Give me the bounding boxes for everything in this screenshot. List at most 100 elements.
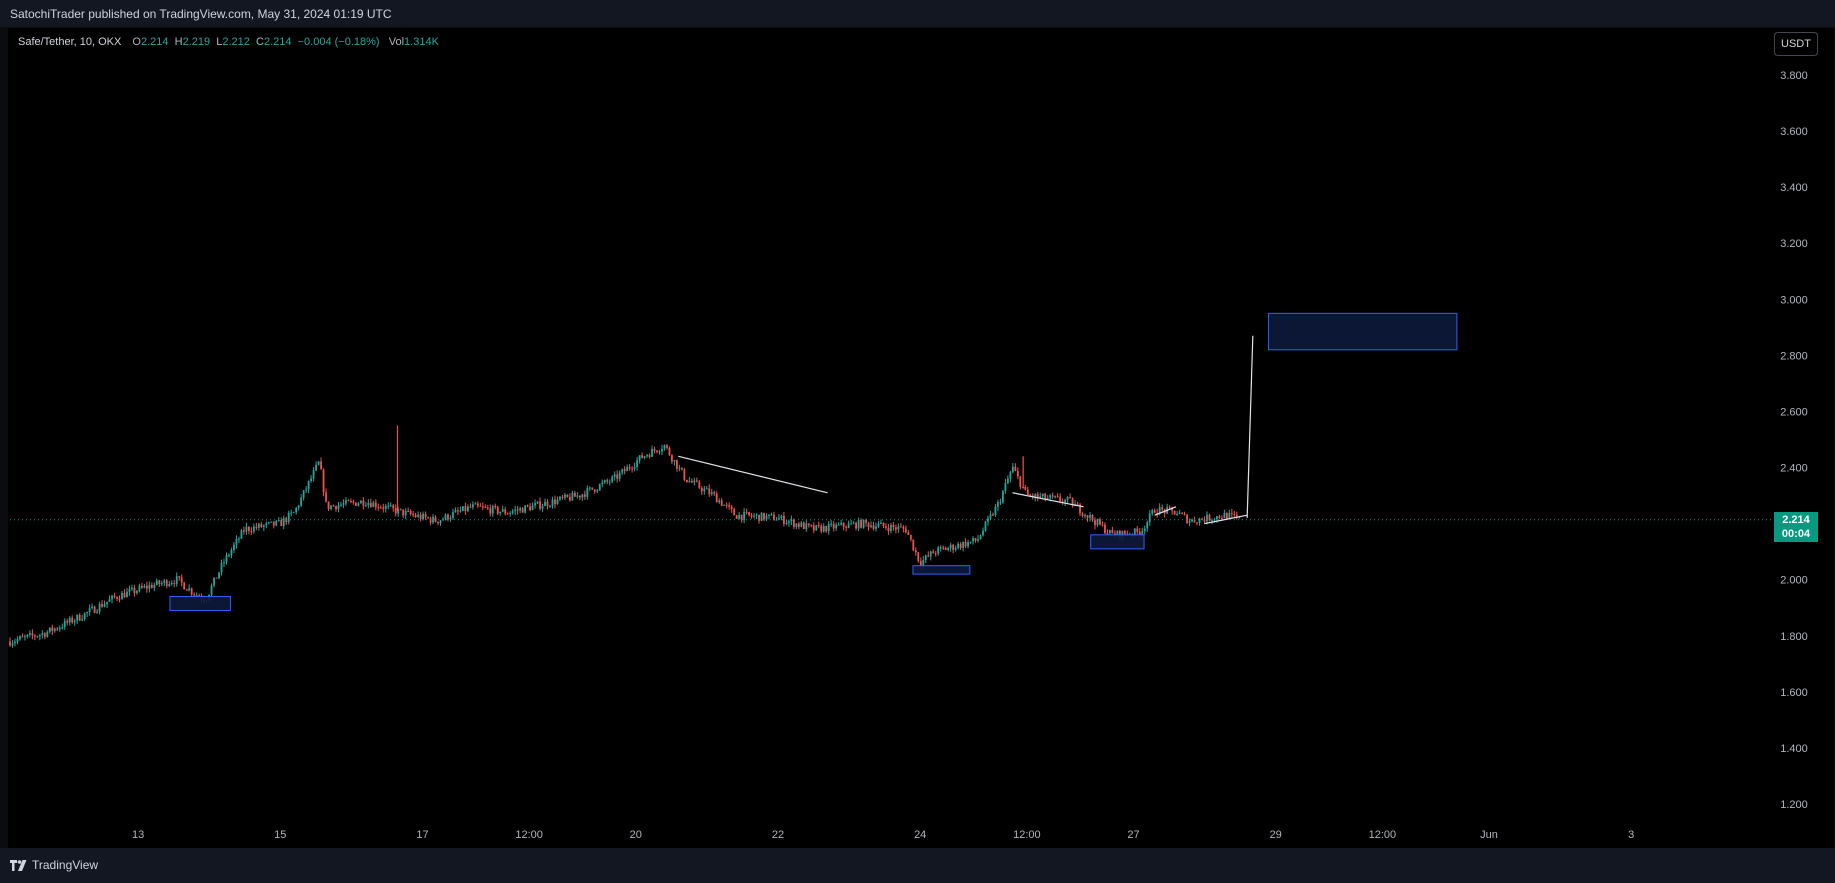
x-tick-label: 22 bbox=[772, 829, 784, 841]
candle-body bbox=[68, 617, 71, 623]
candle-body bbox=[1089, 514, 1091, 518]
candle-body bbox=[720, 500, 723, 506]
candle-body bbox=[265, 523, 268, 526]
candle-body bbox=[952, 544, 955, 550]
candle-body bbox=[310, 478, 313, 481]
candle-body bbox=[581, 494, 584, 498]
candle-body bbox=[939, 547, 942, 549]
candle-body bbox=[56, 628, 59, 630]
candle-body bbox=[583, 494, 586, 497]
trend-line bbox=[678, 455, 828, 494]
candle-body bbox=[394, 508, 397, 514]
tradingview-brand[interactable]: TradingView bbox=[10, 858, 98, 872]
candle-body bbox=[51, 627, 54, 632]
candle-body bbox=[957, 543, 960, 549]
zone-box bbox=[169, 596, 231, 612]
candle-body bbox=[578, 495, 581, 498]
candle-body bbox=[830, 523, 833, 525]
candle-body bbox=[489, 508, 492, 514]
candle-body bbox=[103, 604, 106, 607]
candle-body bbox=[800, 522, 803, 527]
candle-body bbox=[554, 499, 556, 505]
candle-body bbox=[539, 501, 541, 509]
candle-body bbox=[932, 551, 935, 554]
candle-body bbox=[770, 514, 773, 516]
candle-body bbox=[407, 510, 410, 512]
legend-low-value: 2.212 bbox=[222, 36, 250, 48]
x-tick-label: 15 bbox=[274, 829, 286, 841]
candle-body bbox=[880, 522, 882, 524]
candle-body bbox=[491, 506, 494, 514]
candle-body bbox=[1004, 483, 1007, 492]
candle-body bbox=[267, 522, 270, 524]
candle-body bbox=[899, 526, 902, 528]
candle-body bbox=[357, 503, 360, 506]
candle-body bbox=[613, 474, 616, 477]
candle-body bbox=[1036, 494, 1039, 498]
candle-body bbox=[651, 448, 653, 457]
candle-body bbox=[305, 489, 308, 491]
legend-high-value: 2.219 bbox=[182, 36, 211, 48]
candle-body bbox=[596, 490, 599, 492]
candle-body bbox=[170, 583, 173, 585]
candle-body bbox=[479, 505, 482, 507]
legend-high-label: H bbox=[174, 36, 183, 48]
candle-body bbox=[116, 597, 118, 599]
candle-body bbox=[1153, 510, 1156, 513]
candle-body bbox=[78, 614, 81, 621]
candle-body bbox=[352, 501, 355, 503]
candle-body bbox=[1138, 531, 1141, 536]
y-tick-label: 3.200 bbox=[1780, 238, 1808, 250]
candle-body bbox=[397, 508, 400, 514]
candle-body bbox=[1141, 531, 1144, 536]
candle-body bbox=[646, 455, 648, 457]
candle-body bbox=[573, 492, 576, 497]
candle-body bbox=[282, 518, 285, 526]
candle-body bbox=[133, 587, 136, 594]
candle-body bbox=[257, 523, 260, 528]
publisher-text: SatochiTrader published on TradingView.c… bbox=[10, 7, 392, 21]
candle-body bbox=[561, 496, 564, 498]
candle-body bbox=[1225, 512, 1228, 519]
candle-body bbox=[1094, 520, 1096, 526]
candle-body bbox=[427, 517, 429, 519]
candle-body bbox=[1034, 494, 1037, 498]
chart-area[interactable] bbox=[8, 28, 1834, 848]
candle-body bbox=[902, 526, 905, 529]
candle-body bbox=[929, 551, 932, 557]
legend-low-label: L bbox=[216, 36, 223, 48]
candle-body bbox=[160, 582, 163, 585]
candle-body bbox=[603, 480, 606, 483]
brand-name: TradingView bbox=[32, 858, 99, 872]
candle-body bbox=[820, 525, 823, 532]
candle-body bbox=[1019, 476, 1022, 488]
candle-body bbox=[131, 587, 133, 590]
candle-body bbox=[763, 512, 765, 520]
candle-body bbox=[663, 445, 666, 449]
candle-body bbox=[638, 455, 641, 461]
candle-body bbox=[710, 492, 713, 495]
candle-body bbox=[549, 505, 551, 507]
candle-body bbox=[1014, 466, 1017, 471]
candle-body bbox=[783, 515, 785, 524]
candle-body bbox=[534, 503, 536, 506]
candle-body bbox=[698, 481, 701, 488]
candle-body bbox=[106, 601, 108, 605]
candle-body bbox=[447, 514, 449, 520]
currency-button[interactable]: USDT bbox=[1774, 32, 1818, 56]
candle-body bbox=[895, 527, 897, 530]
candle-body bbox=[588, 487, 591, 489]
x-tick-label: 3 bbox=[1628, 829, 1634, 841]
candle-body bbox=[521, 508, 524, 513]
candle-body bbox=[1084, 515, 1086, 517]
candle-body bbox=[362, 500, 365, 506]
candle-body bbox=[24, 636, 26, 638]
candle-body bbox=[1156, 512, 1159, 515]
y-tick-label: 3.400 bbox=[1780, 182, 1808, 194]
candle-body bbox=[628, 467, 631, 469]
candle-body bbox=[606, 480, 609, 482]
candle-body bbox=[287, 513, 290, 522]
candle-body bbox=[350, 501, 352, 503]
candle-body bbox=[213, 577, 215, 586]
